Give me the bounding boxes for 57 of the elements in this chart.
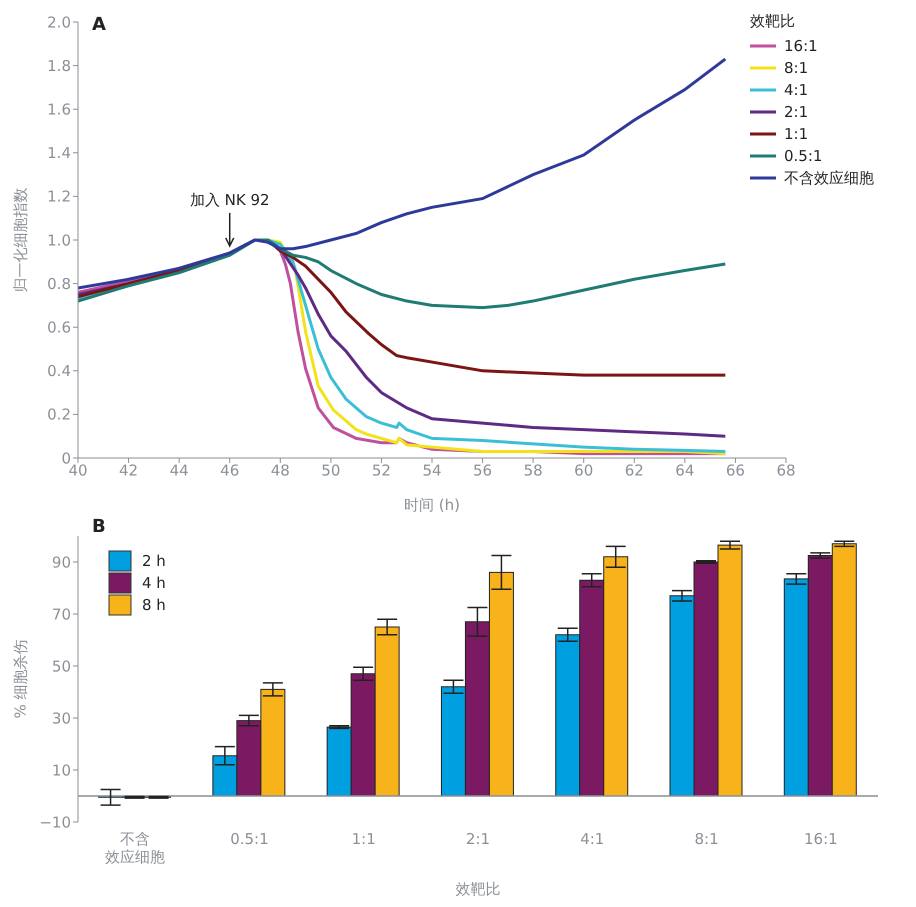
x-tick-label: 60 [574,462,594,480]
y-tick-label: 1.8 [47,56,71,75]
x-tick-label: 16:1 [804,830,838,848]
legend-label: 4:1 [784,81,808,99]
x-tick-label: 不含效应细胞 [105,830,166,866]
y-tick-label: 70 [52,605,71,624]
y-tick-label: 1.6 [47,100,71,119]
legend-label: 16:1 [784,37,818,55]
y-tick-label: 1.4 [47,144,71,162]
x-tick-label: 62 [624,462,644,480]
x-tick-label: 68 [776,462,796,480]
y-tick-label: 30 [52,709,71,728]
x-tick-label: 1:1 [352,830,376,848]
y-tick-label: 10 [52,761,71,780]
y-tick-label: 0.8 [47,274,71,293]
chart-title: B [92,516,106,537]
annotation: 加入 NK 92 [190,190,270,209]
legend-label: 2 h [142,552,166,570]
x-tick-label: 2:1 [466,830,490,848]
x-axis-title: 效靶比 [456,880,500,898]
legend-label: 4 h [142,574,166,592]
x-tick-label: 58 [524,462,543,480]
legend-title: 效靶比 [750,12,796,31]
x-tick-label: 48 [270,462,290,480]
y-tick-label: 1.0 [47,231,71,250]
legend-label: 8 h [142,596,166,614]
y-tick-label: 0.6 [47,318,71,337]
x-tick-label: 42 [119,462,138,480]
x-axis-title: 时间 (h) [404,496,460,514]
x-tick-label: 64 [675,462,694,480]
x-tick-label: 66 [726,462,745,480]
x-tick-label: 46 [220,462,240,480]
x-tick-label: 56 [473,462,492,480]
legend-label: 8:1 [784,59,808,77]
y-tick-label: 0 [61,449,71,468]
x-tick-label: 50 [321,462,340,480]
legend-label: 0.5:1 [784,147,822,165]
y-axis-title: % 细胞杀伤 [11,639,30,719]
y-tick-label: 0.4 [47,362,71,380]
legend-label: 2:1 [784,103,808,121]
y-tick-label: 90 [52,553,71,572]
x-tick-label: 4:1 [580,830,604,848]
y-axis-title: 归一化细胞指数 [11,188,30,292]
y-tick-label: 2.0 [47,13,71,32]
legend-label: 不含效应细胞 [784,168,874,188]
chart-title: A [92,14,106,35]
x-tick-label: 54 [422,462,442,480]
x-tick-label: 52 [372,462,391,480]
x-tick-label: 44 [170,462,189,480]
y-tick-label: −10 [39,813,71,832]
x-tick-label: 0.5:1 [230,830,269,848]
x-tick-label: 8:1 [694,830,719,848]
y-tick-label: 1.2 [47,188,71,206]
x-tick-label: 40 [68,462,88,480]
legend-label: 1:1 [784,125,808,143]
y-tick-label: 0.2 [47,406,71,424]
y-tick-label: 50 [52,657,71,676]
